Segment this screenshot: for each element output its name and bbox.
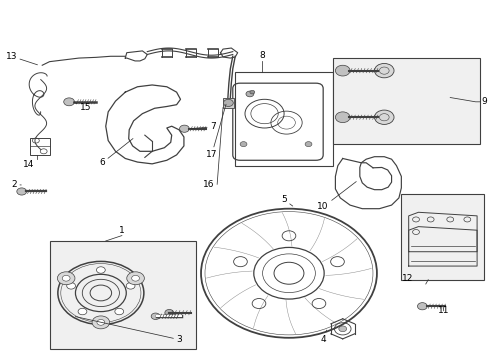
Text: 6: 6 bbox=[99, 139, 133, 167]
Circle shape bbox=[282, 231, 296, 241]
Bar bbox=[49, 241, 196, 348]
Circle shape bbox=[374, 63, 394, 78]
Circle shape bbox=[62, 275, 70, 281]
Circle shape bbox=[234, 257, 247, 267]
Circle shape bbox=[246, 91, 254, 97]
Text: 12: 12 bbox=[402, 274, 414, 283]
Bar bbox=[235, 72, 333, 166]
Circle shape bbox=[335, 65, 350, 76]
Circle shape bbox=[335, 112, 350, 123]
Text: 9: 9 bbox=[482, 97, 487, 106]
Text: 11: 11 bbox=[438, 306, 449, 315]
Text: 16: 16 bbox=[202, 180, 214, 189]
Text: 1: 1 bbox=[119, 225, 125, 234]
Circle shape bbox=[151, 313, 160, 319]
Circle shape bbox=[252, 298, 266, 309]
Text: 5: 5 bbox=[281, 195, 293, 206]
Text: 10: 10 bbox=[318, 181, 356, 211]
Circle shape bbox=[97, 319, 105, 325]
Circle shape bbox=[374, 110, 394, 125]
Circle shape bbox=[250, 90, 255, 94]
Circle shape bbox=[127, 272, 145, 285]
Circle shape bbox=[179, 125, 189, 132]
Circle shape bbox=[305, 141, 312, 147]
Circle shape bbox=[64, 98, 74, 106]
Circle shape bbox=[312, 298, 326, 309]
Circle shape bbox=[67, 283, 75, 289]
Circle shape bbox=[132, 275, 140, 281]
Circle shape bbox=[240, 141, 247, 147]
Text: 17: 17 bbox=[206, 104, 226, 159]
Text: 2: 2 bbox=[12, 180, 21, 189]
Circle shape bbox=[115, 308, 123, 315]
Circle shape bbox=[97, 267, 105, 273]
Bar bbox=[30, 138, 49, 155]
Bar bbox=[401, 194, 485, 280]
Circle shape bbox=[223, 99, 233, 107]
Text: 15: 15 bbox=[74, 102, 91, 112]
Circle shape bbox=[126, 283, 135, 289]
Text: 14: 14 bbox=[24, 160, 35, 169]
Circle shape bbox=[165, 310, 173, 316]
Circle shape bbox=[339, 326, 346, 332]
Circle shape bbox=[417, 303, 427, 310]
Bar bbox=[333, 58, 480, 144]
Circle shape bbox=[57, 272, 75, 285]
Circle shape bbox=[92, 316, 110, 329]
Circle shape bbox=[331, 257, 344, 267]
Circle shape bbox=[78, 308, 87, 315]
Text: 8: 8 bbox=[259, 51, 265, 60]
Text: 4: 4 bbox=[320, 330, 327, 344]
Text: 7: 7 bbox=[190, 122, 216, 131]
Circle shape bbox=[17, 188, 26, 195]
Bar bbox=[223, 98, 234, 108]
Text: 3: 3 bbox=[75, 316, 182, 344]
Text: 13: 13 bbox=[6, 52, 38, 65]
